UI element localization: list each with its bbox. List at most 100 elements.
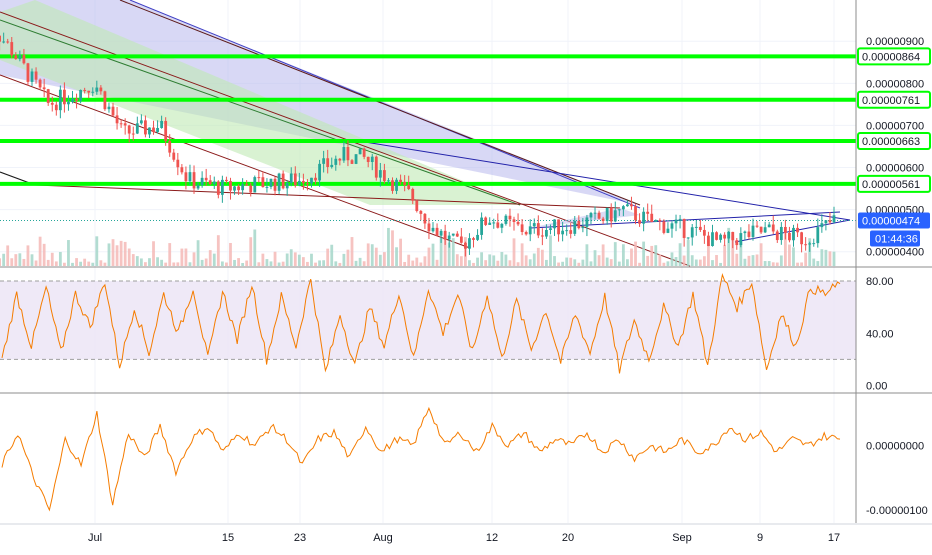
candle: [682, 218, 686, 247]
candle: [358, 148, 362, 155]
candle: [532, 218, 536, 234]
candle-body: [127, 125, 131, 134]
volume-bar: [763, 261, 767, 266]
candle-body: [528, 226, 532, 235]
volume-bar: [812, 258, 816, 266]
candle-body: [504, 215, 508, 224]
volume-bar: [816, 261, 820, 266]
volume-bar: [354, 260, 358, 266]
candle-body: [310, 177, 313, 184]
candle-body: [67, 101, 70, 105]
candle-body: [447, 235, 451, 240]
candle-body: [674, 219, 678, 224]
candle-body: [111, 106, 115, 116]
volume-bar: [18, 253, 22, 266]
candle: [38, 78, 42, 90]
volume-bar: [411, 260, 415, 266]
volume-bar: [184, 248, 188, 266]
candle-body: [229, 181, 232, 191]
volume-bar: [569, 257, 573, 266]
candle-body: [6, 41, 10, 43]
candle: [289, 167, 293, 187]
volume-bar: [779, 255, 783, 266]
candle: [399, 174, 402, 185]
candle: [743, 230, 747, 241]
candle-body: [192, 172, 196, 189]
candle: [459, 227, 463, 244]
candle: [581, 218, 585, 233]
volume-bar: [492, 255, 496, 266]
candle: [334, 155, 338, 171]
candle: [573, 216, 577, 237]
candle-body: [366, 156, 370, 163]
candle-body: [646, 211, 650, 214]
volume-bar: [318, 260, 321, 266]
candle-body: [144, 120, 147, 135]
candle-body: [378, 170, 382, 178]
volume-bar: [646, 255, 650, 266]
candle-body: [330, 164, 334, 168]
candle-body: [488, 222, 492, 225]
volume-bar: [443, 235, 447, 266]
candle-body: [188, 172, 192, 182]
candle-body: [524, 231, 528, 235]
volume-bar: [111, 239, 115, 266]
candle: [354, 154, 358, 165]
candle-body: [403, 182, 407, 185]
volume-bar: [609, 259, 613, 266]
volume-bar: [382, 252, 386, 266]
volume-bar: [281, 261, 285, 266]
volume-bar: [828, 251, 832, 266]
volume-bar: [192, 252, 196, 266]
candle-body: [245, 184, 249, 186]
momentum-line: [1, 406, 841, 512]
x-tick-label: Sep: [672, 532, 692, 544]
volume-bar: [427, 247, 431, 266]
candle: [634, 204, 637, 225]
volume-bar: [520, 243, 524, 266]
candle-body: [597, 212, 601, 219]
candle-body: [613, 210, 617, 222]
rsi-tick-label: 80.00: [866, 276, 894, 288]
candle: [188, 164, 192, 185]
rsi-line: [1, 272, 841, 374]
volume-bar: [358, 257, 362, 266]
candle-body: [297, 180, 301, 186]
volume-bar: [152, 241, 155, 266]
candle: [484, 216, 488, 227]
volume-bar: [75, 258, 78, 266]
candle: [204, 168, 208, 186]
volume-bar: [10, 258, 14, 266]
volume-bar: [407, 254, 411, 266]
volume-bar: [42, 243, 46, 266]
volume-bar: [172, 262, 176, 266]
level-price-label: 0.00000864: [857, 47, 931, 66]
volume-bar: [249, 237, 253, 266]
candle: [99, 85, 103, 95]
candle: [549, 224, 552, 235]
candle-body: [407, 184, 411, 190]
candle: [220, 175, 224, 203]
volume-bar: [617, 261, 621, 266]
candle-body: [678, 218, 682, 220]
candle-body: [650, 213, 654, 223]
volume-bar: [103, 262, 107, 266]
countdown-text: 01:44:36: [875, 234, 918, 246]
volume-bar: [285, 253, 289, 266]
volume-bar: [156, 257, 159, 266]
candle: [14, 52, 18, 60]
candle: [759, 226, 763, 234]
last-price-text: 0.00000474: [862, 216, 920, 228]
candle: [617, 209, 621, 216]
candle: [642, 207, 646, 232]
volume-bar: [711, 260, 714, 266]
volume-bar: [674, 257, 678, 266]
volume-bar: [626, 259, 629, 266]
candle: [63, 82, 66, 113]
candle-body: [322, 158, 326, 164]
candle: [824, 220, 828, 231]
candle-body: [520, 224, 524, 232]
volume-bar: [107, 243, 111, 266]
volume-bar: [131, 254, 135, 266]
price-tick-label: 0.00000900: [866, 36, 924, 48]
